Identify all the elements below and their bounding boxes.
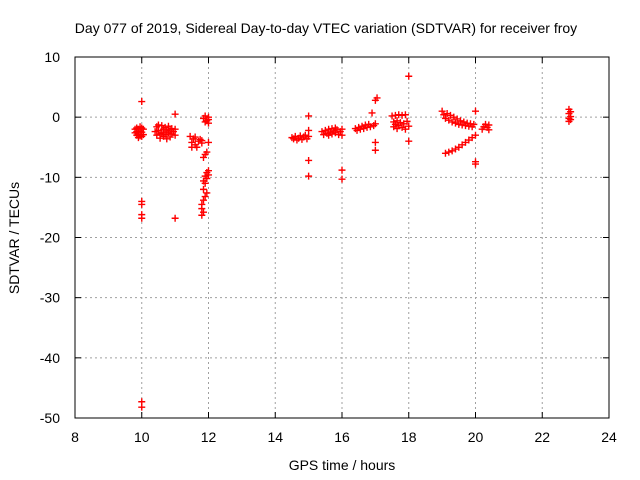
data-point (470, 120, 478, 128)
data-point (445, 148, 453, 156)
data-point (472, 160, 479, 168)
data-point (405, 137, 413, 145)
x-tick-label: 16 (334, 429, 350, 445)
data-point (171, 110, 179, 118)
grid-lines (75, 57, 609, 418)
y-tick-label: 10 (44, 49, 60, 65)
data-point (171, 131, 179, 139)
x-tick-label: 24 (601, 429, 617, 445)
data-point (360, 125, 368, 133)
data-point (338, 166, 346, 174)
data-point (203, 175, 211, 183)
x-tick-label: 22 (534, 429, 550, 445)
data-point (472, 131, 479, 139)
x-tick-label: 18 (401, 429, 417, 445)
data-point (405, 122, 413, 130)
data-point (451, 119, 459, 127)
data-point (401, 111, 409, 119)
data-point (203, 148, 211, 156)
data-point (201, 112, 209, 120)
data-point (171, 125, 179, 133)
data-point (460, 118, 468, 126)
data-point (567, 116, 575, 124)
data-point (201, 179, 209, 187)
y-tick-label: -10 (40, 169, 60, 185)
data-point (199, 185, 207, 193)
data-point (199, 196, 207, 204)
x-tick-label: 20 (468, 429, 484, 445)
data-point (305, 112, 313, 120)
data-point (203, 189, 211, 197)
data-point (138, 200, 146, 208)
axis-ticks: 8 10 12 14 16 18 20 22 24 10 0 -10 -20 -30 -40 -50 (40, 49, 617, 445)
data-point (396, 119, 404, 127)
data-point (138, 98, 146, 106)
data-point (198, 137, 206, 145)
data-point (161, 123, 169, 131)
y-axis-label: SDTVAR / TECUs (6, 182, 22, 294)
data-point (456, 117, 464, 125)
y-tick-label: 0 (52, 109, 60, 125)
data-point (191, 133, 199, 141)
data-point (403, 117, 411, 125)
data-point (368, 109, 376, 117)
data-point (305, 126, 313, 134)
data-point (391, 120, 399, 128)
data-point (305, 156, 313, 164)
data-point (338, 125, 346, 133)
data-points (131, 72, 575, 411)
data-point (301, 131, 309, 139)
data-point (198, 211, 206, 219)
data-point (371, 120, 379, 128)
x-tick-label: 14 (267, 429, 283, 445)
data-point (366, 123, 374, 131)
data-point (373, 94, 381, 102)
y-tick-label: -30 (40, 290, 60, 306)
data-point (171, 214, 179, 222)
data-point (441, 149, 449, 157)
data-point (151, 128, 159, 136)
data-point (205, 171, 212, 179)
y-tick-label: -50 (40, 410, 60, 426)
data-point (472, 107, 479, 115)
x-tick-label: 10 (134, 429, 150, 445)
data-point (485, 126, 493, 134)
data-point (438, 107, 446, 115)
data-point (371, 138, 379, 146)
data-point (440, 111, 448, 119)
data-point (138, 403, 146, 411)
x-axis-label: GPS time / hours (289, 457, 396, 473)
plot-frame (74, 56, 610, 419)
data-point (305, 132, 313, 140)
data-point (305, 172, 313, 180)
data-point (448, 118, 456, 126)
x-tick-label: 8 (71, 429, 79, 445)
data-point (338, 131, 346, 139)
data-point (405, 72, 413, 80)
data-point (198, 205, 206, 213)
data-point (193, 143, 201, 151)
data-point (201, 193, 209, 201)
data-point (139, 131, 147, 139)
y-tick-label: -20 (40, 230, 60, 246)
data-point (338, 175, 346, 183)
y-tick-label: -40 (40, 350, 60, 366)
x-tick-label: 12 (201, 429, 217, 445)
data-point (138, 214, 146, 222)
data-point (205, 113, 212, 121)
data-point (205, 138, 212, 146)
chart-title: Day 077 of 2019, Sidereal Day-to-day VTE… (75, 20, 577, 36)
data-point (371, 146, 379, 154)
